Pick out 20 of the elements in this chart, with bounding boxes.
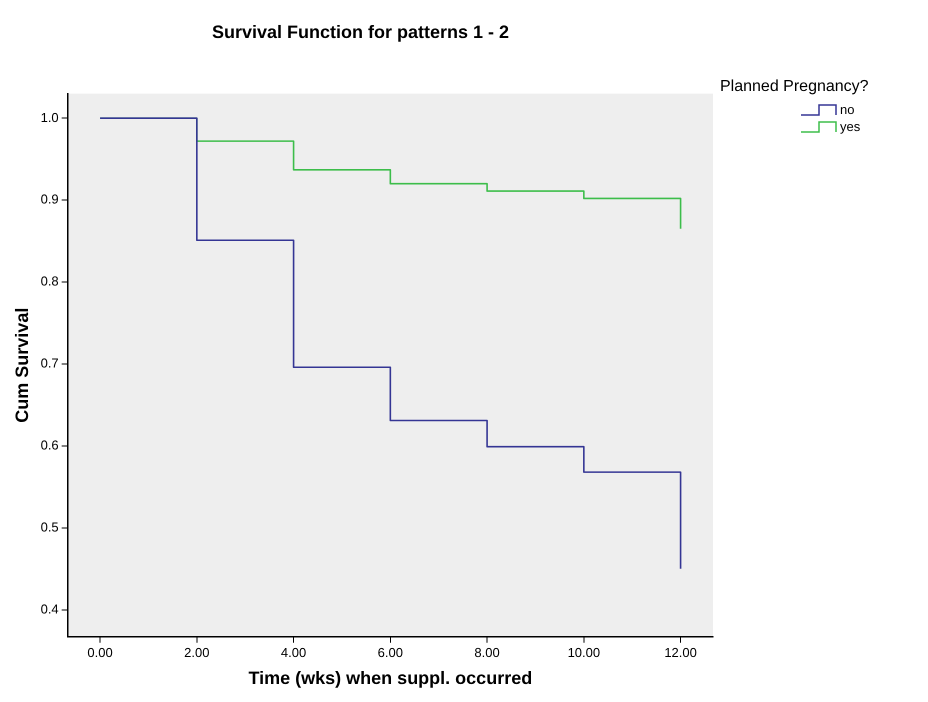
- y-tick-label: 0.7: [40, 356, 59, 371]
- legend-label: yes: [840, 119, 860, 134]
- x-tick-label: 0.00: [87, 645, 113, 660]
- x-tick-label: 6.00: [378, 645, 403, 660]
- legend-title: Planned Pregnancy?: [720, 78, 870, 96]
- legend-label: no: [840, 102, 854, 117]
- x-tick-label: 12.00: [664, 645, 697, 660]
- y-axis-title: Cum Survival: [12, 308, 32, 423]
- y-tick-label: 1.0: [40, 110, 59, 125]
- chart-title: Survival Function for patterns 1 - 2: [212, 22, 510, 42]
- x-tick-label: 10.00: [568, 645, 600, 660]
- y-tick-label: 0.9: [40, 192, 59, 207]
- y-tick-label: 0.4: [40, 601, 59, 616]
- x-axis-title: Time (wks) when suppl. occurred: [248, 668, 532, 688]
- y-tick-label: 0.6: [40, 437, 59, 452]
- x-tick-label: 2.00: [184, 645, 210, 660]
- x-tick-label: 4.00: [280, 645, 306, 660]
- y-tick-label: 0.5: [40, 519, 59, 534]
- x-tick-label: 8.00: [474, 645, 500, 660]
- y-tick-label: 0.8: [40, 274, 59, 289]
